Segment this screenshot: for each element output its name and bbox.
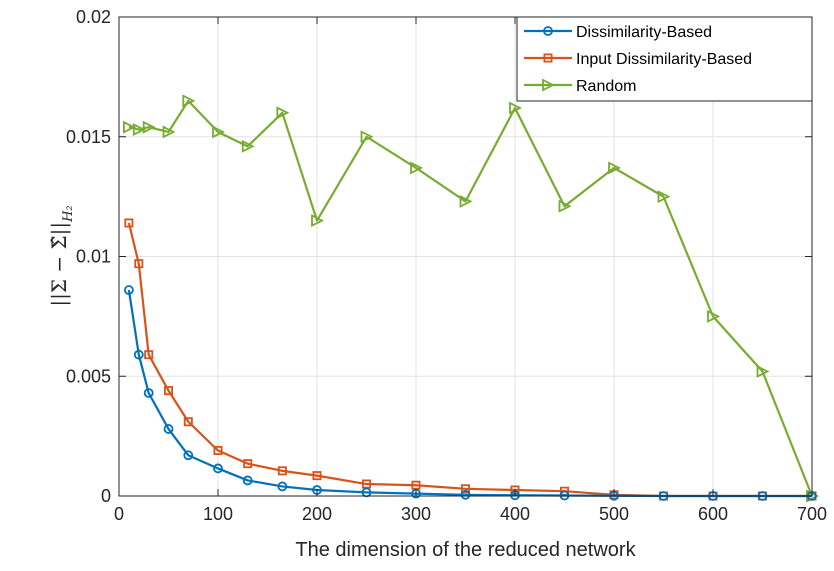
data-point	[134, 259, 144, 269]
data-point	[143, 388, 154, 398]
data-point	[608, 161, 622, 175]
data-point	[213, 445, 223, 455]
data-point	[212, 125, 226, 139]
y-tick-label: 0.015	[66, 127, 111, 147]
x-tick-label: 300	[401, 504, 431, 524]
data-point	[756, 365, 770, 378]
x-tick-label: 100	[203, 504, 233, 524]
data-point	[657, 190, 671, 204]
data-point	[241, 139, 255, 153]
legend-entry: Dissimilarity-Based	[524, 24, 712, 41]
y-tick-label: 0	[101, 486, 111, 506]
data-point	[459, 194, 473, 208]
legend-marker	[543, 26, 553, 36]
data-point	[277, 481, 288, 492]
data-point	[277, 466, 287, 476]
y-tick-label: 0.01	[76, 247, 111, 267]
data-point	[242, 475, 253, 486]
x-tick-label: 400	[500, 504, 530, 524]
data-point	[312, 471, 322, 481]
data-point	[707, 309, 721, 323]
data-point	[132, 123, 146, 137]
data-point	[144, 350, 154, 360]
series-line	[128, 99, 814, 497]
data-point	[276, 106, 290, 120]
data-point	[558, 199, 572, 213]
data-point	[410, 161, 424, 175]
data-point	[133, 349, 144, 360]
y-axis-label-group: ||Σ − Σ̂||H₂	[47, 205, 76, 306]
data-point	[182, 94, 196, 108]
data-point	[460, 484, 470, 494]
legend: Dissimilarity-Based Input Dissimilarity-B…	[516, 16, 813, 102]
y-axis-label: ||Σ − Σ̂||H₂	[47, 205, 76, 306]
x-tick-label: 0	[114, 504, 124, 524]
x-tick-label: 200	[302, 504, 332, 524]
x-tick-label: 700	[797, 504, 827, 524]
y-axis-label-main: ||Σ − Σ̂||	[47, 222, 72, 307]
data-point	[142, 120, 156, 134]
data-point	[183, 450, 194, 461]
data-point	[163, 386, 173, 396]
data-point	[162, 125, 176, 139]
legend-marker	[542, 78, 556, 92]
data-point	[243, 459, 253, 469]
x-tick-label: 600	[698, 504, 728, 524]
legend-label: Input Dissimilarity-Based	[576, 51, 752, 68]
y-tick-label: 0.005	[66, 366, 111, 386]
data-point	[124, 218, 134, 228]
legend-marker	[543, 53, 553, 63]
data-point	[311, 214, 325, 228]
data-point	[460, 489, 471, 500]
x-tick-labels: 0 100 200 300 400 500 600 700	[114, 504, 827, 524]
x-axis-label: The dimension of the reduced network	[295, 539, 636, 561]
data-point	[509, 101, 523, 115]
data-point	[360, 130, 374, 144]
legend-entry: Input Dissimilarity-Based	[524, 51, 752, 68]
data-point	[213, 463, 223, 474]
data-point	[183, 417, 193, 427]
data-point	[163, 424, 174, 434]
x-tick-label: 500	[599, 504, 629, 524]
y-axis-label-subscript: H₂	[61, 205, 76, 223]
y-tick-labels: 0 0.005 0.01 0.015 0.02	[66, 7, 111, 506]
data-point	[123, 285, 134, 295]
legend-entry: Random	[524, 78, 636, 95]
legend-label: Dissimilarity-Based	[576, 24, 712, 41]
data-point	[123, 120, 136, 134]
y-tick-label: 0.02	[76, 7, 111, 27]
legend-label: Random	[576, 78, 636, 95]
